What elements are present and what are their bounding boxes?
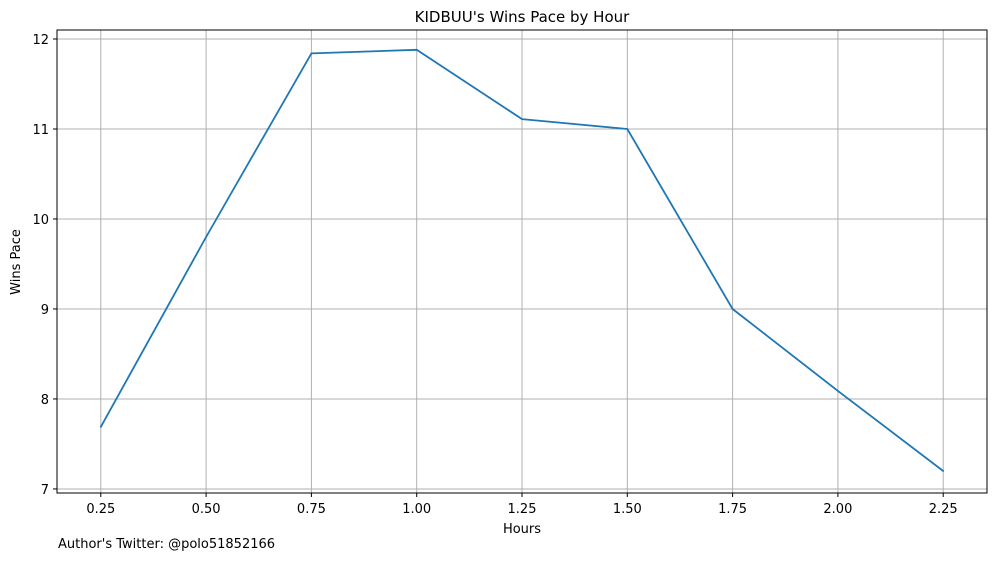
x-tick-label: 1.75 — [718, 502, 747, 517]
series-layer — [99, 48, 945, 472]
x-tick-label: 1.25 — [508, 502, 537, 517]
y-tick-label: 10 — [32, 213, 49, 228]
x-axis-ticks: 0.25 0.50 0.75 1.00 1.25 1.50 1.75 2.00 2.25 — [86, 493, 958, 517]
grid — [57, 30, 987, 493]
y-tick-label: 7 — [41, 483, 49, 498]
y-tick-label: 9 — [41, 303, 49, 318]
y-tick-label: 11 — [32, 123, 49, 138]
x-tick-label: 0.25 — [86, 502, 115, 517]
y-axis-ticks: 7 8 9 10 11 12 — [32, 33, 57, 498]
y-tick-label: 8 — [41, 393, 49, 408]
x-tick-label: 2.25 — [929, 502, 958, 517]
data-point — [942, 470, 945, 472]
data-point — [731, 308, 734, 310]
data-point — [626, 128, 629, 130]
y-axis-label: Wins Pace — [9, 229, 24, 295]
author-credit: Author's Twitter: @polo51852166 — [58, 537, 276, 552]
x-tick-label: 2.00 — [823, 502, 852, 517]
x-tick-label: 1.00 — [402, 502, 431, 517]
x-tick-label: 0.50 — [192, 502, 221, 517]
data-point — [99, 425, 102, 428]
x-axis-label: Hours — [503, 522, 541, 537]
data-point — [521, 118, 523, 120]
data-point — [836, 389, 839, 392]
data-point — [310, 52, 313, 55]
data-point — [205, 236, 208, 238]
x-tick-label: 1.50 — [613, 502, 642, 517]
x-tick-label: 0.75 — [297, 502, 326, 517]
y-tick-label: 12 — [32, 33, 49, 48]
data-point — [415, 48, 418, 51]
chart-title: KIDBUU's Wins Pace by Hour — [415, 8, 630, 26]
